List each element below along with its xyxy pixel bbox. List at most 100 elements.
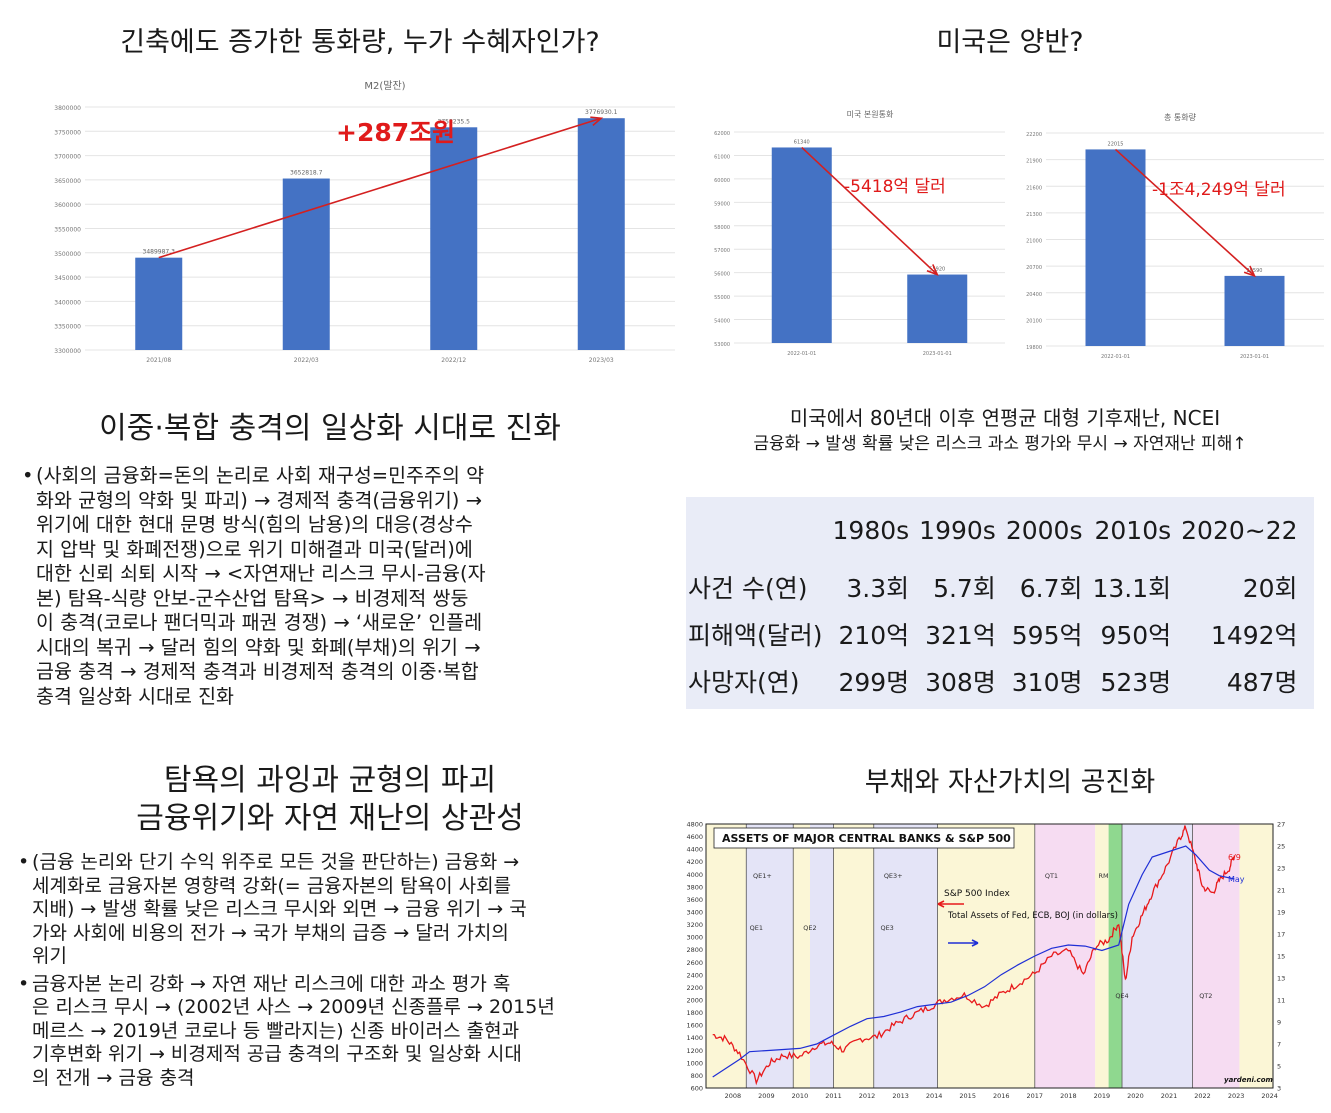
table-cell: 1492억 [1210,620,1298,650]
m2-data-label: 3758235.5 [438,118,471,125]
yd-shaded-period [833,824,874,1088]
panel6-title: 부채와 자산가치의 공진화 [864,767,1156,798]
yd-right-tick: 15 [1277,953,1285,961]
us-base-money-title: 미국 본원통화 [847,110,894,119]
us2-ytick-label: 22200 [1026,132,1042,138]
us2-ytick-label: 21000 [1026,239,1042,245]
m2-data-label: 3652818.7 [290,170,323,177]
table-header-cell [686,497,828,563]
panel3-line: 위기에 대한 현대 문명 방식(힘의 남용)의 대응(경상수 [36,513,473,536]
m2-bar-chart: M2(말잔) 3300000 3350000 3400000 3450000 35000… [54,80,675,364]
us1-arrowhead-icon [926,264,939,276]
yd-period-label: QE3 [880,924,893,932]
yd-right-tick: 7 [1277,1041,1281,1049]
m2-ytick-label: 3650000 [54,178,81,185]
yd-right-tick: 19 [1277,909,1285,917]
yd-shaded-period [1034,824,1096,1088]
panel5-heading-line1: 탐욕의 과잉과 균형의 파괴 [163,763,497,798]
yd-left-tick: 2400 [686,971,703,979]
yd-left-tick: 600 [691,1085,703,1093]
yd-period-label: QE3+ [884,872,903,880]
m2-annotation: +287조원 [336,118,455,147]
m2-ytick-label: 3300000 [54,348,81,355]
yd-left-tick: 1800 [686,1009,703,1017]
yd-left-tick: 1200 [686,1047,703,1055]
yd-right-tick: 13 [1277,975,1285,983]
us1-ytick-label: 55000 [714,295,730,301]
m2-bar [282,178,330,350]
yd-left-tick: 3200 [686,921,703,929]
us2-ytick-label: 21600 [1026,185,1042,191]
yd-credit: yardeni.com [1224,1076,1273,1084]
table-cell: 321억 [925,620,996,650]
m2-ytick-label: 3750000 [54,129,81,136]
yd-left-tick: 4800 [686,821,703,829]
m2-xtick-label: 2021/08 [146,357,171,364]
table-row-header: 사건 수(연) [688,573,808,603]
panel5-line: (금융 논리와 단기 수익 위주로 모든 것을 판단하는) 금융화 → [32,851,520,873]
m2-data-label: 3776930.1 [585,109,618,116]
yd-end-label-sp: 6/9 [1228,853,1241,862]
yd-sp500-line [712,825,1236,1086]
m2-ytick-label: 3600000 [54,202,81,209]
us-total-money-annotation: -1조4,249억 달러 [1152,180,1286,200]
table-row: 사건 수(연) 3.3회 5.7회 6.7회 13.1회 20회 [686,563,1303,610]
panel5-line: 금융자본 논리 강화 → 자연 재난 리스크에 대한 과소 평가 혹 [32,972,511,995]
yd-shaded-period [1192,824,1240,1088]
panel5-heading-line2: 금융위기와 자연 재난의 상관성 [136,801,524,836]
m2-chart-title: M2(말잔) [364,80,405,92]
table-header-cell: 2010s [1094,515,1172,545]
table-header-cell: 1990s [919,515,996,545]
yd-left-tick: 4600 [686,833,703,841]
panel3-line: (사회의 금융화=돈의 논리로 사회 재구성=민주주의 약 [36,464,485,487]
bullet-indent [18,996,32,1020]
panel3-line: 지 압박 및 화폐전쟁)으로 위기 미해결과 미국(달러)에 [36,537,473,561]
us2-bar [1085,149,1146,346]
m2-ytick-label: 3800000 [54,105,81,112]
bullet-indent [18,1043,32,1067]
m2-ytick-label: 3500000 [54,251,81,258]
panel3-line: 시대의 복귀 → 달러 힘의 약화 및 화폐(부채)의 위기 → [36,635,481,659]
m2-ytick-label: 3350000 [54,324,81,331]
m2-xtick-label: 2023/03 [589,357,614,364]
panel3-line: 이 충격(코로나 팬더믹과 패권 경쟁) → ‘새로운’ 인플레 [36,611,483,634]
panel5-line: 은 리스크 무시 → (2002년 사스 → 2009년 신종플루 → 2015… [32,996,555,1018]
panel5-line: 가와 사회에 비용의 전가 → 국가 부채의 급증 → 달러 가치의 [32,921,509,944]
yd-right-tick: 5 [1277,1063,1281,1071]
yd-shaded-period [810,824,834,1088]
us-base-money-chart: 미국 본원통화 53000 54000 55000 56000 57000 58000 59… [714,110,1005,357]
us2-data-label: 20590 [1247,268,1263,274]
yd-left-tick: 2600 [686,959,703,967]
bullet-indent [22,513,36,538]
m2-ytick-label: 3550000 [54,227,81,234]
us2-data-label: 22015 [1108,141,1124,147]
yd-left-tick: 2200 [686,984,703,992]
us1-ytick-label: 58000 [714,225,730,231]
yd-right-tick: 3 [1277,1085,1281,1093]
panel2-title: 미국은 양반? [936,27,1084,58]
m2-ytick-label: 3700000 [54,154,81,161]
m2-data-label: 3489987.3 [143,249,176,256]
table-cell: 13.1회 [1092,573,1172,603]
table-cell: 3.3회 [846,573,910,603]
yd-shaded-period [1122,824,1193,1088]
panel3-line: 본) 탐욕-식량 안보-군수산업 탐욕> → 비경제적 쌍둥 [36,586,469,610]
yd-x-tick: 2020 [1127,1092,1144,1100]
panel3-line: 금융 충격 → 경제적 충격과 비경제적 충격의 이중·복합 [36,660,479,683]
bullet-indent [22,489,36,514]
yd-period-label: QT2 [1199,992,1212,1000]
table-row-header: 사망자(연) [688,667,800,697]
yd-shaded-period [706,824,747,1088]
yd-period-label: QE4 [1115,992,1128,1000]
table-cell: 308명 [925,667,996,697]
yd-right-tick: 17 [1277,931,1285,939]
yd-x-tick: 2012 [859,1092,876,1100]
yd-legend-assets-arrow-icon [948,939,979,947]
us1-ytick-label: 62000 [714,131,730,137]
bullet-indent [18,945,32,969]
panel4-subtitle: 미국에서 80년대 이후 연평균 대형 기후재난, NCEI [789,406,1221,430]
panel5-heading: 탐욕의 과잉과 균형의 파괴 금융위기와 자연 재난의 상관성 [20,762,640,838]
panel5-line: 의 전개 → 금융 충격 [32,1066,195,1089]
table-cell: 487명 [1226,667,1298,697]
disaster-table: 1980s 1990s 2000s 2010s 2020~22 사건 수(연) 3.3회 5.… [686,497,1303,704]
